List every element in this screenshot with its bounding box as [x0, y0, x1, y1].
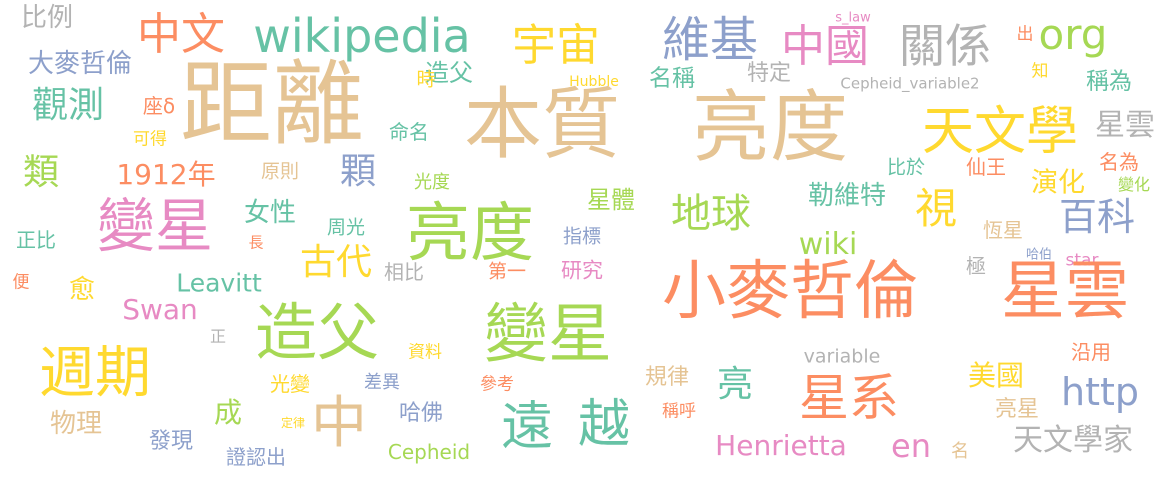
word: org	[1038, 10, 1108, 59]
word: 便	[12, 272, 30, 293]
word: 資料	[408, 342, 442, 363]
word: 比例	[20, 3, 74, 33]
word: 亮星	[994, 397, 1040, 422]
word: 小麥哲倫	[662, 255, 918, 329]
word: 指標	[562, 225, 602, 248]
word: 極	[966, 254, 986, 278]
word: 演化	[1031, 167, 1085, 199]
word: 規律	[644, 365, 690, 390]
word: 百科	[1058, 195, 1136, 239]
word: Cepheid	[387, 440, 471, 464]
word: 亮度	[691, 83, 849, 173]
word: 證認出	[226, 445, 286, 469]
word: 差異	[364, 372, 400, 393]
word: http	[1060, 370, 1140, 414]
word: 特定	[746, 61, 792, 86]
word: 哈伯	[1025, 247, 1053, 263]
word: 造父	[254, 296, 380, 369]
word: 相比	[384, 260, 424, 284]
word: 星系	[799, 369, 899, 427]
word: 變星	[96, 192, 214, 260]
word: 中	[311, 391, 367, 456]
word: wiki	[798, 227, 858, 262]
word: 中文	[137, 9, 225, 60]
word: en	[891, 427, 931, 465]
word: star	[1065, 250, 1099, 271]
word: variable	[803, 345, 881, 368]
word: 類	[22, 152, 60, 193]
word: 知	[1031, 61, 1049, 82]
word: 稱為	[1086, 68, 1132, 95]
word: 愈	[68, 275, 96, 305]
word: 正比	[16, 228, 56, 252]
word: 可得	[133, 129, 167, 150]
word: 關係	[899, 19, 991, 73]
word: 變化	[1117, 175, 1151, 194]
word: 越	[577, 395, 631, 455]
word: 出	[1016, 24, 1034, 45]
word: 維基	[661, 12, 759, 68]
word: 觀測	[31, 85, 105, 126]
word: 名	[951, 441, 969, 462]
word: 顆	[339, 151, 377, 192]
word: 天文學家	[1013, 423, 1133, 458]
word: 星雲	[1095, 108, 1155, 143]
word: Henrietta	[715, 429, 847, 462]
word: 光度	[414, 172, 450, 193]
word: 第一	[487, 260, 527, 283]
word: Hubble	[569, 74, 619, 90]
word: 女性	[243, 198, 297, 228]
word: 星體	[587, 186, 635, 214]
word: 勒維特	[807, 181, 887, 211]
word: 亮度	[406, 197, 534, 271]
word: 比於	[886, 156, 926, 179]
word: s_law	[835, 10, 871, 26]
word: Leavitt	[176, 268, 262, 298]
word: 古代	[299, 242, 373, 283]
word: 中國	[781, 21, 869, 72]
word: Swan	[122, 293, 198, 326]
word: 變星	[484, 298, 612, 372]
word: 光變	[270, 372, 310, 396]
word: 座δ	[142, 94, 176, 118]
word: 亮	[716, 364, 754, 405]
word: 宇宙	[512, 20, 600, 71]
word: 參考	[480, 374, 514, 395]
word: 名稱	[649, 65, 695, 92]
word: 美國	[967, 359, 1025, 392]
word: 物理	[49, 409, 103, 439]
word: 正	[209, 327, 227, 346]
word: 名為	[1099, 150, 1139, 174]
word: 恆星	[983, 218, 1023, 242]
word: 沿用	[1071, 340, 1111, 364]
word: 距離	[179, 51, 365, 158]
word: 視	[914, 184, 958, 233]
word: 定律	[280, 416, 306, 430]
word: 地球	[671, 191, 751, 237]
word: 稱呼	[662, 401, 696, 422]
word: 長	[248, 233, 264, 252]
word: 仙王	[966, 155, 1006, 179]
word: 發現	[148, 429, 194, 454]
word: 時	[416, 68, 436, 91]
word: 原則	[260, 160, 300, 183]
word: 命名	[389, 120, 429, 144]
word: 週期	[39, 341, 151, 406]
word: 天文學	[921, 102, 1079, 162]
word: 遠	[500, 397, 554, 457]
word: 成	[213, 396, 243, 429]
word: 造父	[425, 59, 473, 87]
word: 周光	[326, 216, 366, 239]
word: 1912年	[116, 158, 216, 191]
word: wikipedia	[253, 9, 471, 63]
word: 大麥哲倫	[27, 49, 133, 79]
word: 研究	[561, 258, 603, 283]
word: 星雲	[1001, 255, 1129, 329]
word: 本質	[463, 80, 621, 170]
word: 哈佛	[398, 401, 444, 426]
word: Cepheid_variable2	[840, 74, 980, 93]
